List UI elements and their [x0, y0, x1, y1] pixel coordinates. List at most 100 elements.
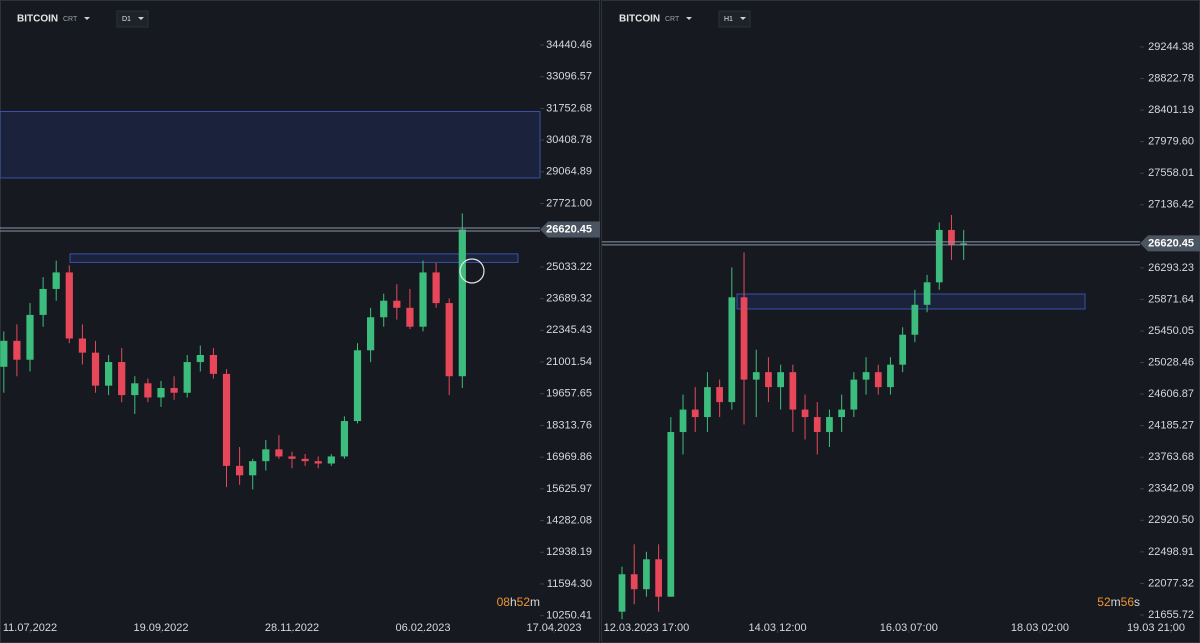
last-price-tag — [1140, 235, 1200, 252]
candle-body — [105, 362, 113, 386]
candle-body — [458, 229, 466, 377]
price-zone — [736, 293, 1086, 310]
symbol-title: BITCOIN — [619, 14, 660, 25]
x-tick-label: 28.11.2022 — [265, 622, 319, 634]
y-tick-label: 23342.09 — [1148, 483, 1194, 495]
candle-body — [432, 272, 440, 304]
y-tick-label: 26293.23 — [1148, 262, 1194, 274]
symbol-title: BITCOIN — [17, 14, 58, 25]
candle-body — [367, 317, 375, 351]
y-tick-label: 25033.22 — [546, 261, 592, 273]
y-tick-label: 25450.05 — [1148, 325, 1194, 337]
y-tick-label: 22920.50 — [1148, 514, 1194, 526]
x-tick-label: 12.03.2023 17:00 — [604, 622, 690, 634]
candle-body — [752, 372, 760, 380]
x-tick-label: 14.03 12:00 — [749, 622, 807, 634]
candle-body — [826, 417, 833, 433]
y-tick-label: 29064.89 — [546, 166, 592, 178]
y-tick-label: 15625.97 — [546, 483, 592, 495]
candle-body — [65, 272, 73, 339]
candle-body — [679, 409, 687, 433]
candle-body — [393, 300, 401, 308]
y-tick-label: 16969.86 — [546, 451, 592, 463]
candle-body — [170, 388, 178, 393]
x-tick-label: 19.09.2022 — [133, 622, 188, 634]
candle-body — [691, 409, 699, 418]
timeframe-box[interactable] — [116, 10, 149, 28]
candle-body — [144, 383, 152, 398]
candle-body — [157, 388, 165, 398]
last-price-tag — [540, 221, 600, 238]
timeframe-box[interactable] — [718, 10, 751, 28]
y-tick-label: 24185.27 — [1148, 420, 1194, 432]
candle-body — [131, 383, 139, 396]
dropdown-arrow[interactable] — [84, 17, 90, 20]
y-tick-label: 25028.46 — [1148, 356, 1194, 368]
y-tick-label: 28401.19 — [1148, 104, 1194, 116]
y-tick-label: 18313.76 — [546, 419, 592, 431]
candle-body — [275, 449, 283, 457]
candle-body — [52, 272, 60, 289]
y-tick-label: 33096.57 — [546, 71, 592, 83]
candle-body — [26, 314, 34, 360]
y-tick-label: 23689.32 — [546, 293, 592, 305]
candle-body — [960, 243, 968, 245]
highlight-circle — [459, 258, 485, 284]
x-tick-label: 17.04.2023 — [526, 622, 581, 634]
x-tick-label: 11.07.2022 — [3, 622, 57, 634]
countdown-value: 08 — [497, 595, 511, 609]
y-tick-label: 21655.72 — [1148, 609, 1194, 621]
candle-body — [630, 574, 638, 590]
candle-body — [406, 307, 414, 327]
candle-body — [380, 300, 388, 318]
candle-body — [874, 372, 882, 388]
x-tick-label: 16.03 07:00 — [880, 622, 938, 634]
candle-body — [618, 574, 626, 612]
y-tick-label: 27721.00 — [546, 197, 592, 209]
y-tick-label: 10250.41 — [546, 610, 592, 622]
countdown: 08h52m — [497, 595, 540, 609]
candle-body — [850, 379, 858, 410]
candle-body — [899, 334, 907, 365]
y-tick-label: 34440.46 — [546, 39, 592, 51]
candle-body — [704, 387, 711, 418]
dropdown-arrow[interactable] — [138, 17, 144, 20]
x-tick-label: 06.02.2023 — [395, 622, 450, 634]
price-zone — [69, 253, 519, 263]
countdown: 52m56s — [1097, 595, 1140, 609]
y-tick-label: 27979.60 — [1148, 136, 1194, 148]
y-tick-label: 12938.19 — [546, 546, 592, 558]
y-tick-label: 29244.38 — [1148, 41, 1194, 53]
source-label: CRT — [665, 16, 680, 23]
candle-body — [838, 409, 846, 418]
candle-body — [948, 229, 955, 245]
timeframe-label: H1 — [724, 16, 733, 23]
candle-body — [13, 340, 21, 360]
x-tick-label: 19.03 21:00 — [1127, 622, 1185, 634]
countdown-unit: h — [510, 595, 517, 609]
y-tick-label: 25871.64 — [1148, 293, 1194, 305]
countdown-value: 56 — [1121, 595, 1135, 609]
candle-body — [419, 272, 427, 327]
y-tick-label: 19657.65 — [546, 388, 592, 400]
dropdown-arrow[interactable] — [740, 17, 746, 20]
candle-body — [911, 304, 919, 335]
candle-body — [789, 372, 797, 410]
candle-body — [667, 432, 675, 597]
y-tick-label: 28822.78 — [1148, 72, 1194, 84]
candle-body — [887, 364, 894, 388]
candle-body — [288, 456, 296, 459]
candle-body — [643, 559, 650, 590]
countdown-unit: s — [1134, 595, 1140, 609]
y-tick-label: 22498.91 — [1148, 546, 1194, 558]
candle-body — [445, 303, 453, 377]
candle-body — [118, 362, 126, 396]
last-price-label: 26620.45 — [546, 223, 592, 235]
dropdown-arrow[interactable] — [686, 17, 692, 20]
candle-body — [813, 417, 821, 433]
candle-body — [935, 229, 943, 283]
candle-body — [923, 282, 931, 305]
candle-body — [740, 297, 748, 380]
candle-body — [340, 421, 349, 457]
y-tick-label: 22345.43 — [546, 324, 592, 336]
